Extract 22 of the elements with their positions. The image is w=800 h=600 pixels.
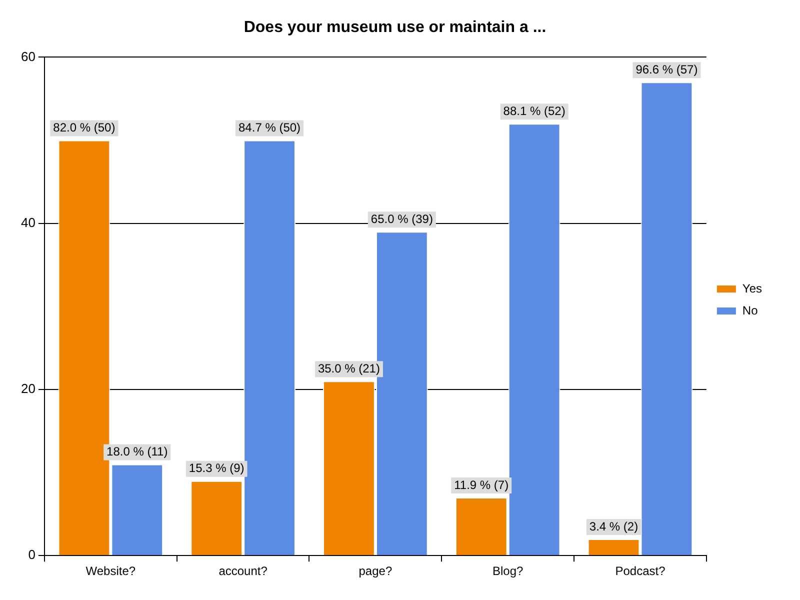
data-label: 11.9 % (7) <box>454 478 509 492</box>
legend-label: Yes <box>742 281 762 296</box>
chart-title: Does your museum use or maintain a ... <box>244 19 546 36</box>
y-tick-label: 0 <box>28 547 36 562</box>
x-tick-label: account? <box>218 564 268 578</box>
data-label: 84.7 % (50) <box>238 120 301 135</box>
data-label: 3.4 % (2) <box>589 519 638 534</box>
data-label: 35.0 % (21) <box>318 361 380 376</box>
data-label: 82.0 % (50) <box>53 120 116 135</box>
data-label: 15.3 % (9) <box>188 461 244 476</box>
data-label: 96.6 % (57) <box>636 62 698 76</box>
y-tick-label: 20 <box>20 381 36 396</box>
x-tick-label: Podcast? <box>615 564 666 578</box>
data-label: 18.0 % (11) <box>106 444 168 459</box>
x-tick-label: Blog? <box>492 564 524 578</box>
y-tick-label: 60 <box>20 48 36 64</box>
x-tick-label: Website? <box>86 564 136 578</box>
data-label: 88.1 % (52) <box>503 104 566 118</box>
data-label: 65.0 % (39) <box>370 212 433 226</box>
legend-label: No <box>742 303 758 318</box>
y-tick-label: 40 <box>20 214 36 230</box>
x-tick-label: page? <box>358 564 392 578</box>
